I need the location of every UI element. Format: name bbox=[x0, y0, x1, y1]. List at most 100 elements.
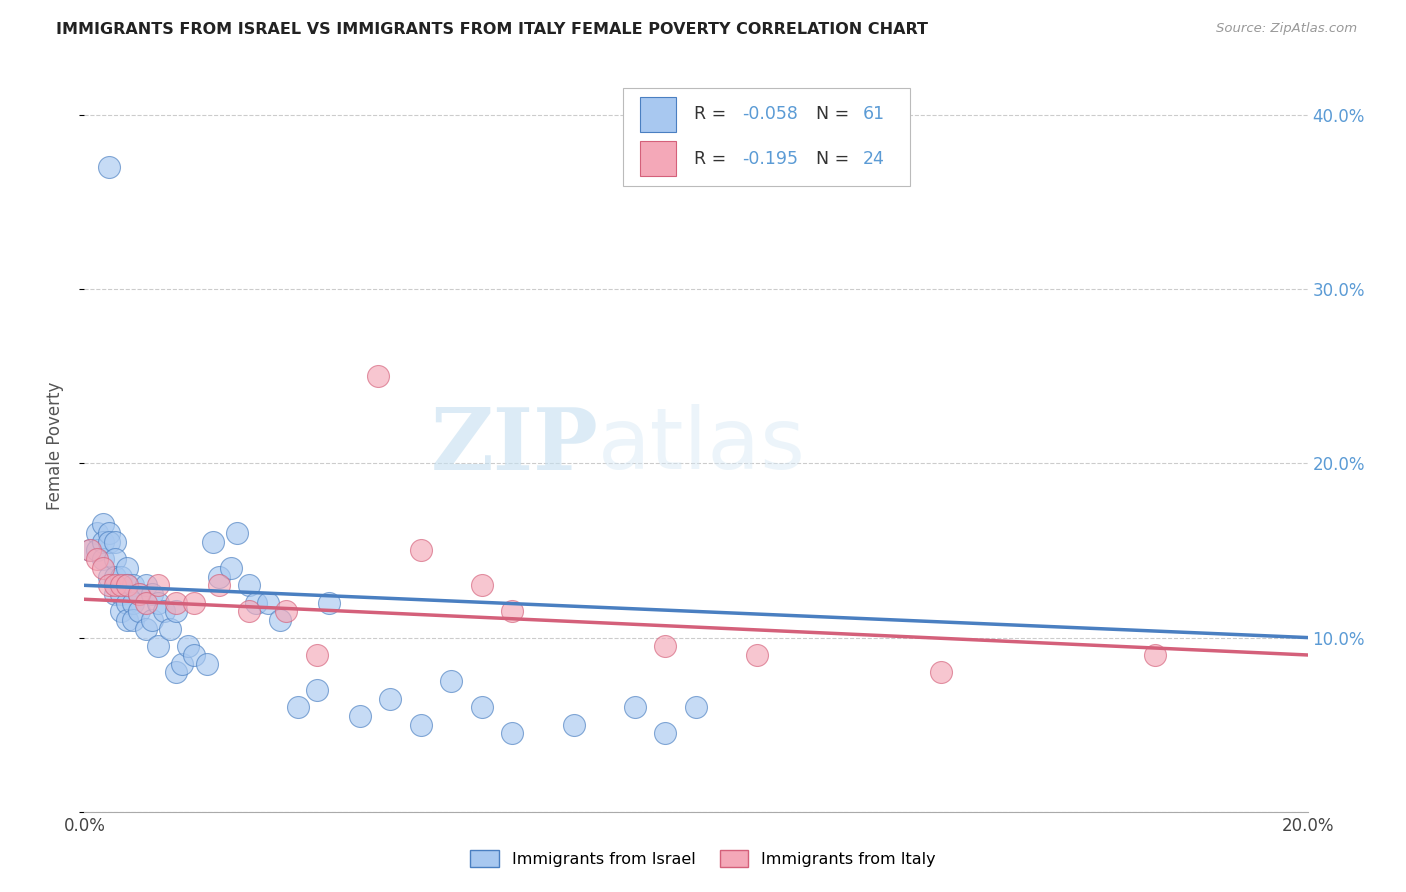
Y-axis label: Female Poverty: Female Poverty bbox=[45, 382, 63, 510]
Point bbox=[624, 700, 647, 714]
Point bbox=[128, 587, 150, 601]
Point bbox=[226, 526, 249, 541]
Point bbox=[135, 596, 157, 610]
Point bbox=[165, 596, 187, 610]
Text: atlas: atlas bbox=[598, 404, 806, 488]
Point bbox=[110, 604, 132, 618]
Point bbox=[208, 578, 231, 592]
Text: -0.058: -0.058 bbox=[742, 105, 799, 123]
Text: N =: N = bbox=[815, 105, 855, 123]
Point bbox=[183, 648, 205, 662]
Point bbox=[245, 596, 267, 610]
Point bbox=[86, 543, 108, 558]
Point bbox=[91, 561, 114, 575]
Point bbox=[79, 543, 101, 558]
Point bbox=[146, 578, 169, 592]
Point bbox=[349, 709, 371, 723]
Point bbox=[238, 578, 260, 592]
Point bbox=[91, 534, 114, 549]
Point bbox=[115, 561, 138, 575]
Point bbox=[159, 622, 181, 636]
Point bbox=[1143, 648, 1166, 662]
Point bbox=[172, 657, 194, 671]
Point bbox=[141, 613, 163, 627]
Point bbox=[79, 543, 101, 558]
Point bbox=[305, 682, 328, 697]
Point bbox=[305, 648, 328, 662]
Point bbox=[201, 534, 224, 549]
FancyBboxPatch shape bbox=[640, 97, 676, 132]
Point bbox=[165, 604, 187, 618]
Point bbox=[183, 596, 205, 610]
Text: ZIP: ZIP bbox=[430, 404, 598, 488]
Point bbox=[97, 161, 120, 175]
Point bbox=[287, 700, 309, 714]
Point bbox=[91, 517, 114, 532]
Point bbox=[86, 552, 108, 566]
Point bbox=[195, 657, 218, 671]
Point bbox=[104, 552, 127, 566]
Text: 24: 24 bbox=[862, 150, 884, 168]
Point bbox=[471, 700, 494, 714]
Point bbox=[146, 640, 169, 654]
Point bbox=[122, 578, 145, 592]
Point bbox=[97, 534, 120, 549]
Point bbox=[929, 665, 952, 680]
Point bbox=[97, 569, 120, 583]
Text: 61: 61 bbox=[862, 105, 884, 123]
Point bbox=[276, 604, 298, 618]
Point bbox=[128, 604, 150, 618]
Text: -0.195: -0.195 bbox=[742, 150, 799, 168]
Point bbox=[177, 640, 200, 654]
Point bbox=[409, 717, 432, 731]
Point bbox=[685, 700, 707, 714]
Point bbox=[128, 587, 150, 601]
Point bbox=[115, 578, 138, 592]
Legend: Immigrants from Israel, Immigrants from Italy: Immigrants from Israel, Immigrants from … bbox=[464, 844, 942, 873]
Point bbox=[380, 691, 402, 706]
Point bbox=[135, 622, 157, 636]
Text: N =: N = bbox=[815, 150, 855, 168]
Point bbox=[502, 604, 524, 618]
Point bbox=[654, 640, 676, 654]
Point bbox=[135, 578, 157, 592]
Point bbox=[165, 665, 187, 680]
Text: R =: R = bbox=[693, 105, 731, 123]
Text: IMMIGRANTS FROM ISRAEL VS IMMIGRANTS FROM ITALY FEMALE POVERTY CORRELATION CHART: IMMIGRANTS FROM ISRAEL VS IMMIGRANTS FRO… bbox=[56, 22, 928, 37]
Point bbox=[318, 596, 340, 610]
Point bbox=[471, 578, 494, 592]
Point bbox=[654, 726, 676, 740]
Point bbox=[115, 578, 138, 592]
FancyBboxPatch shape bbox=[640, 141, 676, 177]
Point bbox=[146, 596, 169, 610]
Point bbox=[141, 587, 163, 601]
Point bbox=[219, 561, 242, 575]
Point bbox=[747, 648, 769, 662]
Point bbox=[409, 543, 432, 558]
Point bbox=[115, 596, 138, 610]
Point bbox=[115, 613, 138, 627]
Point bbox=[104, 578, 127, 592]
Point bbox=[208, 569, 231, 583]
Point bbox=[122, 596, 145, 610]
Point bbox=[104, 587, 127, 601]
Point bbox=[153, 604, 176, 618]
Point bbox=[269, 613, 291, 627]
Point bbox=[110, 587, 132, 601]
FancyBboxPatch shape bbox=[623, 87, 910, 186]
Text: R =: R = bbox=[693, 150, 731, 168]
Point bbox=[86, 526, 108, 541]
Point bbox=[367, 369, 389, 384]
Point bbox=[97, 526, 120, 541]
Point bbox=[104, 534, 127, 549]
Point bbox=[110, 578, 132, 592]
Point bbox=[562, 717, 585, 731]
Point bbox=[502, 726, 524, 740]
Point bbox=[440, 674, 463, 689]
Point bbox=[122, 613, 145, 627]
Point bbox=[238, 604, 260, 618]
Point bbox=[257, 596, 280, 610]
Point bbox=[104, 569, 127, 583]
Point bbox=[97, 578, 120, 592]
Point bbox=[91, 552, 114, 566]
